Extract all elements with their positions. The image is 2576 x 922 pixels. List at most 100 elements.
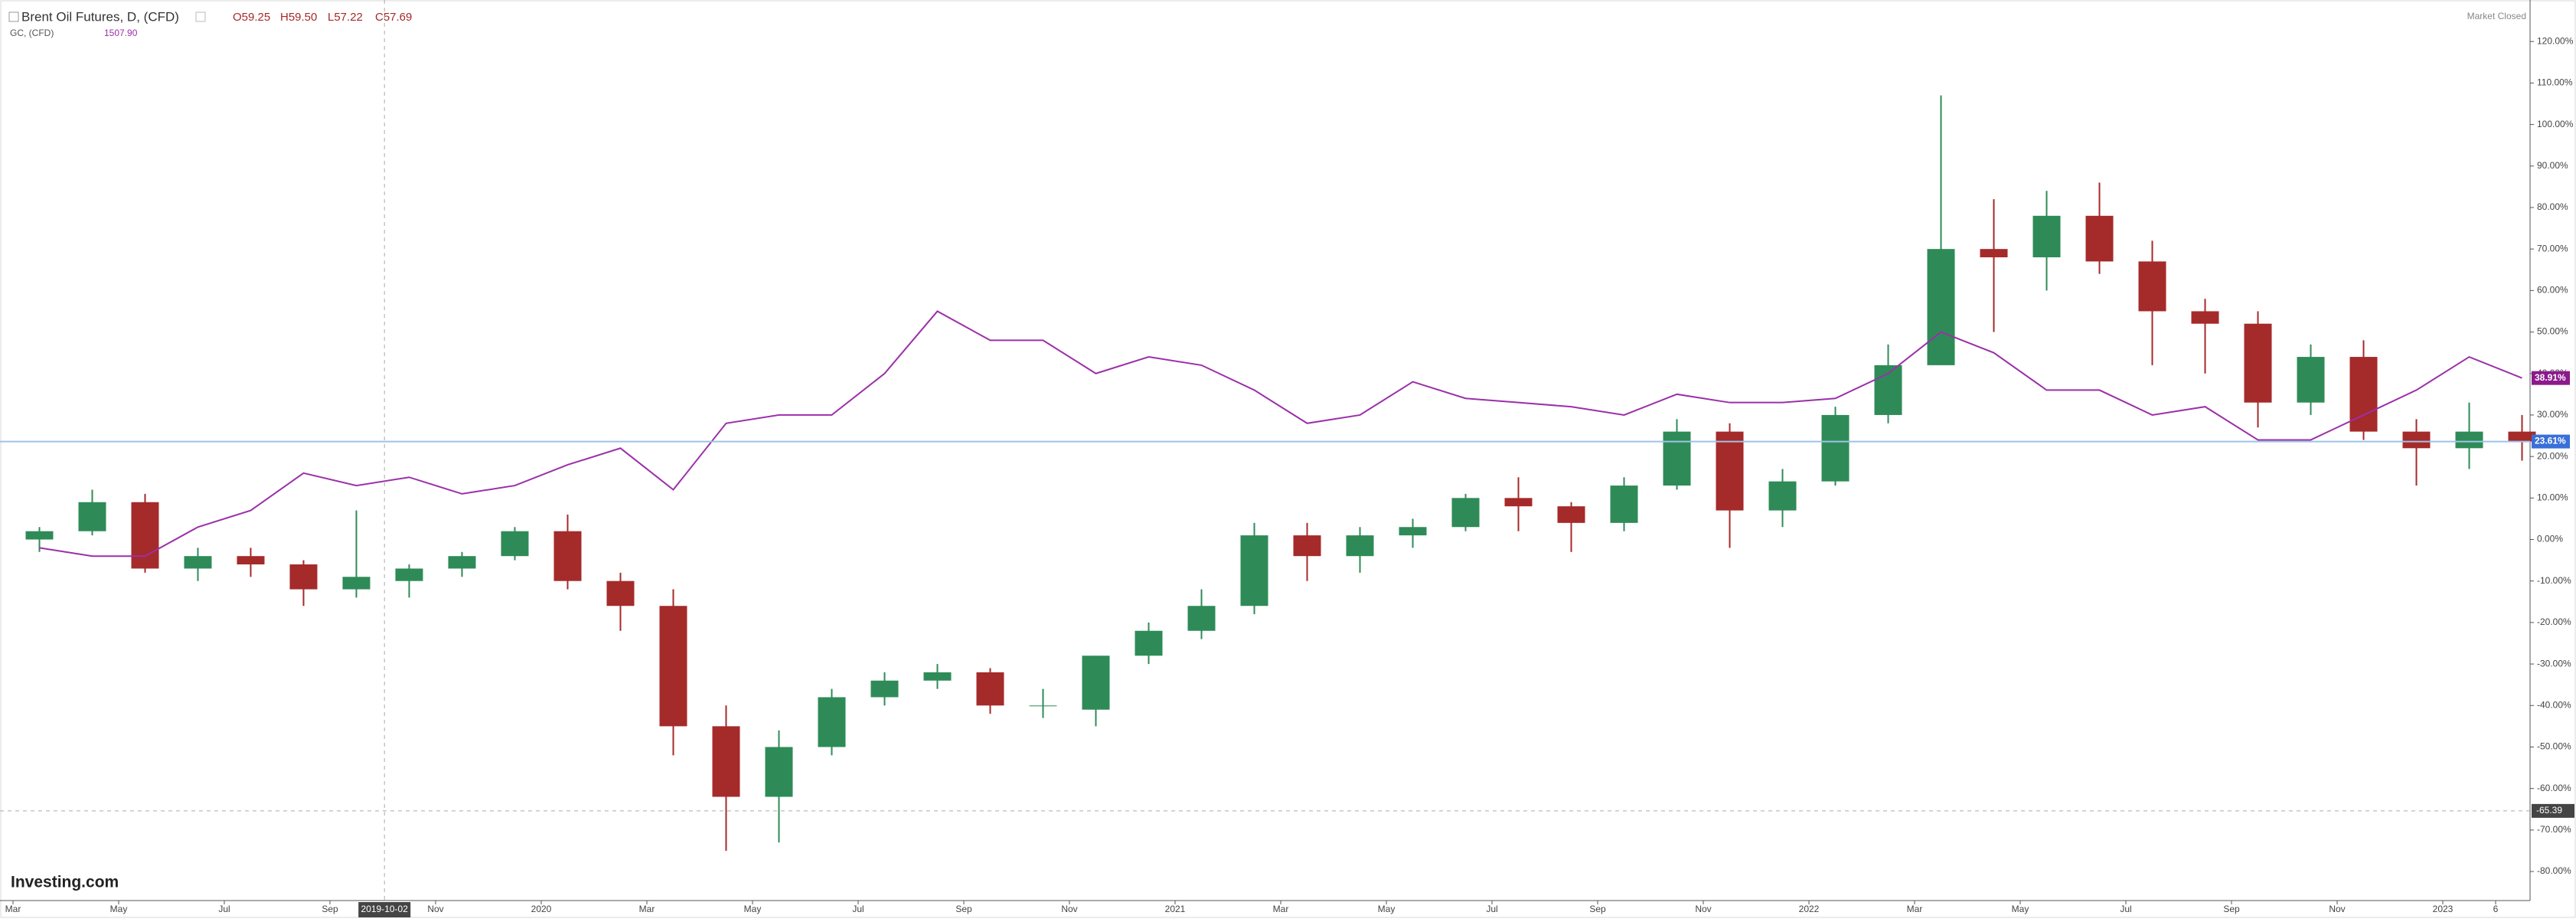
x-tick-label: Sep (1589, 904, 1606, 914)
gold-line (39, 310, 2522, 557)
y-tick-label: 70.00% (2537, 243, 2568, 253)
y-tick-label: 80.00% (2537, 201, 2568, 212)
x-tick-label: Mar (1273, 904, 1289, 914)
x-tick-label: Nov (2329, 904, 2345, 914)
candle-body (818, 697, 846, 747)
candle-body (2032, 215, 2061, 257)
series-title: Brent Oil Futures, D, (CFD) (21, 9, 179, 24)
y-tick-label: -80.00% (2537, 865, 2571, 876)
crosshair-x-label: 2019-10-02 (361, 904, 409, 914)
candle-body (923, 672, 952, 681)
x-tick-label: 2023 (2433, 904, 2454, 914)
y-tick-label: 10.00% (2537, 492, 2568, 502)
x-tick-label: Nov (1061, 904, 1077, 914)
y-tick-label: -30.00% (2537, 658, 2571, 669)
candle-body (448, 556, 476, 569)
crosshair-y-label: -65.39 (2536, 805, 2562, 816)
candle-body (1927, 249, 1955, 365)
x-tick-label: Jul (218, 904, 230, 914)
y-tick-label: -60.00% (2537, 783, 2571, 793)
y-tick-label: 120.00% (2537, 35, 2574, 46)
x-tick-label: 2020 (531, 904, 552, 914)
candle-body (1240, 535, 1268, 606)
candle-body (1768, 481, 1797, 511)
y-tick-label: 0.00% (2537, 534, 2563, 544)
x-tick-label: May (1378, 904, 1396, 914)
x-tick-label: Sep (955, 904, 972, 914)
candle-body (1663, 431, 1691, 486)
market-status: Market Closed (2467, 11, 2526, 21)
ohlc-value: C57.69 (375, 11, 412, 24)
candle-body (1451, 498, 1480, 528)
x-tick-label: Nov (427, 904, 443, 914)
candle-body (395, 568, 423, 581)
x-tick-label: Mar (1907, 904, 1923, 914)
y-tick-label: -10.00% (2537, 575, 2571, 586)
candle-body (976, 672, 1004, 706)
x-tick-label: May (744, 904, 762, 914)
candle-body (2455, 431, 2483, 449)
x-tick-label: 2022 (1799, 904, 1820, 914)
y-tick-label: 50.00% (2537, 326, 2568, 337)
candle-body (606, 580, 635, 606)
candle-body (1821, 414, 1850, 482)
candle-body (78, 502, 106, 531)
candle-body (289, 564, 318, 590)
candle-body (1399, 527, 1427, 536)
y-tick-label: -70.00% (2537, 824, 2571, 835)
y-tick-label: -20.00% (2537, 616, 2571, 627)
candle-body (1029, 705, 1057, 707)
y-tick-label: 110.00% (2537, 77, 2573, 88)
crosshair-y-badge (2532, 803, 2574, 818)
x-tick-label: May (2012, 904, 2029, 914)
x-tick-label: 6 (2493, 904, 2499, 914)
candle-body (2402, 431, 2431, 449)
candle-body (2085, 215, 2114, 262)
gold-quote: 1507.90 (104, 28, 138, 38)
candle-body (1504, 498, 1533, 507)
candle-body (1980, 249, 2008, 257)
candle-body (1293, 535, 1321, 557)
x-tick-label: Nov (1695, 904, 1711, 914)
ohlc-value: L57.22 (328, 11, 363, 24)
crosshair-x-badge (358, 902, 411, 917)
candle-body (1557, 506, 1585, 523)
x-tick-label: Sep (322, 904, 338, 914)
y-tick-label: 100.00% (2537, 119, 2574, 129)
x-tick-label: Sep (2223, 904, 2240, 914)
candle-body (342, 577, 371, 590)
candle-body (2244, 323, 2272, 403)
x-tick-label: Jul (852, 904, 864, 914)
y-tick-label: 60.00% (2537, 285, 2568, 296)
price-badge-label: 38.91% (2535, 372, 2566, 383)
x-tick-label: May (110, 904, 128, 914)
candle-body (1716, 431, 1744, 511)
candle-body (184, 556, 212, 569)
candle-body (2138, 261, 2166, 312)
candle-body (1135, 630, 1163, 656)
icon (195, 11, 206, 22)
candle-body (2349, 357, 2378, 432)
candle-body (765, 747, 793, 797)
collapse-icon[interactable] (8, 11, 19, 22)
candle-body (712, 726, 740, 797)
ohlc-value: H59.50 (280, 11, 317, 24)
price-badge (2532, 434, 2570, 449)
candle-body (870, 680, 899, 698)
candle-body (1187, 606, 1216, 631)
price-badge (2532, 371, 2570, 385)
ohlc-value: O59.25 (233, 11, 270, 24)
x-tick-label: Jul (1486, 904, 1497, 914)
y-tick-label: 20.00% (2537, 450, 2568, 461)
y-tick-label: -50.00% (2537, 741, 2571, 752)
candle-body (237, 556, 265, 565)
candle-body (1346, 535, 1374, 557)
x-tick-label: Mar (5, 904, 21, 914)
candle-body (131, 502, 159, 569)
candle-body (659, 606, 687, 727)
candle-body (501, 531, 529, 557)
